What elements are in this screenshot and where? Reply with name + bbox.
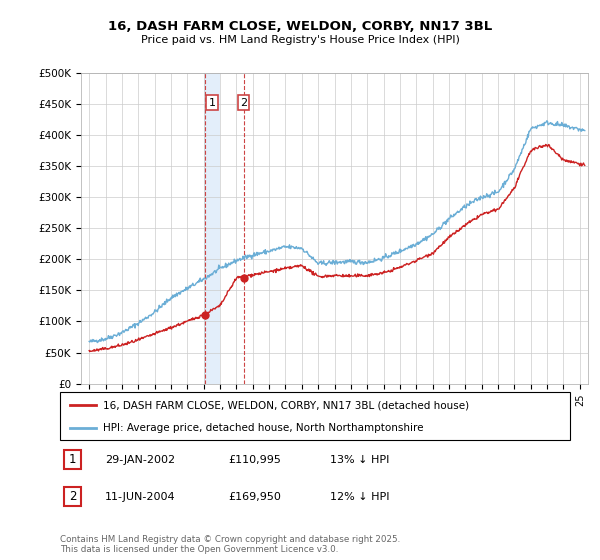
- Text: 1: 1: [208, 97, 215, 108]
- Text: 11-JUN-2004: 11-JUN-2004: [105, 492, 176, 502]
- Text: 13% ↓ HPI: 13% ↓ HPI: [330, 455, 389, 465]
- Text: 12% ↓ HPI: 12% ↓ HPI: [330, 492, 389, 502]
- Bar: [203, 73, 220, 384]
- Text: 16, DASH FARM CLOSE, WELDON, CORBY, NN17 3BL (detached house): 16, DASH FARM CLOSE, WELDON, CORBY, NN17…: [103, 400, 469, 410]
- Text: Price paid vs. HM Land Registry's House Price Index (HPI): Price paid vs. HM Land Registry's House …: [140, 35, 460, 45]
- Text: £110,995: £110,995: [228, 455, 281, 465]
- Text: 1: 1: [69, 453, 76, 466]
- Text: £169,950: £169,950: [228, 492, 281, 502]
- Text: HPI: Average price, detached house, North Northamptonshire: HPI: Average price, detached house, Nort…: [103, 423, 424, 433]
- Text: Contains HM Land Registry data © Crown copyright and database right 2025.
This d: Contains HM Land Registry data © Crown c…: [60, 535, 400, 554]
- Text: 29-JAN-2002: 29-JAN-2002: [105, 455, 175, 465]
- Text: 16, DASH FARM CLOSE, WELDON, CORBY, NN17 3BL: 16, DASH FARM CLOSE, WELDON, CORBY, NN17…: [108, 20, 492, 32]
- Text: 2: 2: [69, 489, 76, 503]
- Text: 2: 2: [240, 97, 247, 108]
